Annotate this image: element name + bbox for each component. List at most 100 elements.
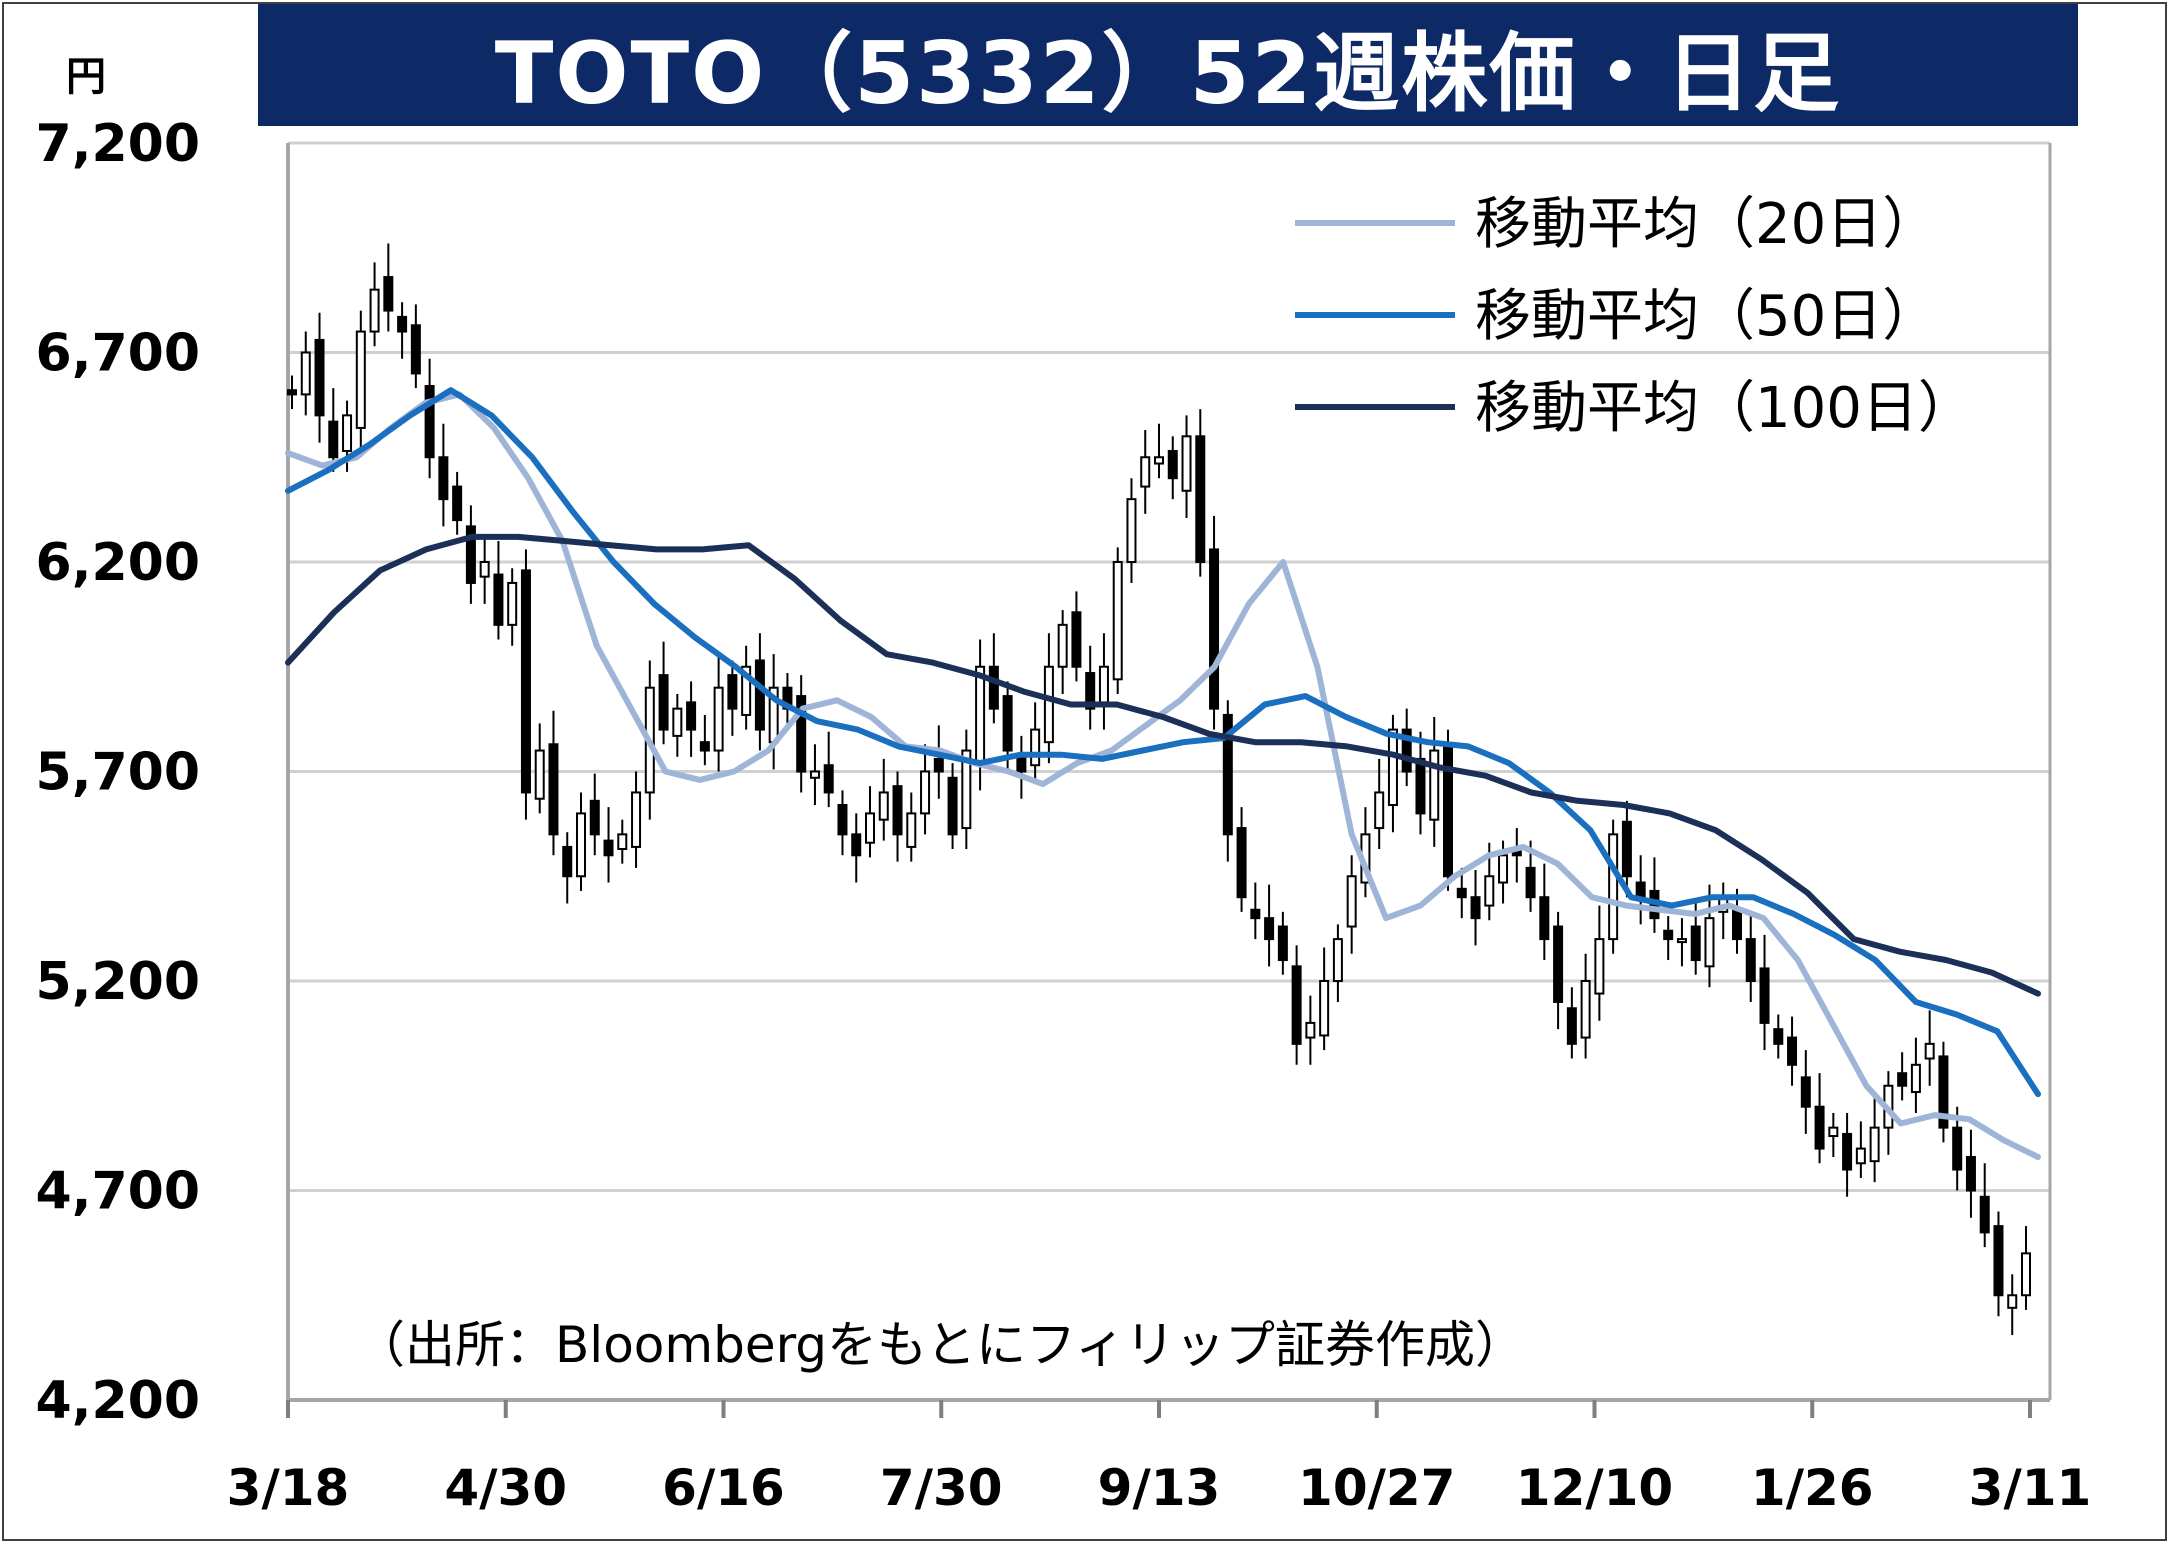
candle-body: [355, 330, 366, 429]
candle: [906, 792, 917, 862]
candle-body: [1566, 1007, 1577, 1045]
candle-body: [1071, 611, 1082, 668]
candle-body: [809, 770, 820, 779]
candle: [713, 654, 724, 772]
candle: [672, 693, 683, 757]
candle-body: [1814, 1105, 1825, 1150]
candle: [947, 763, 958, 850]
candle-body: [1305, 1021, 1316, 1039]
candle: [1979, 1163, 1990, 1248]
candle-body: [1236, 827, 1247, 899]
candle-body: [713, 686, 724, 752]
y-tick-label: 5,700: [36, 743, 200, 803]
candle: [1071, 591, 1082, 682]
candle-body: [1897, 1072, 1908, 1087]
candle: [1787, 1016, 1798, 1086]
x-tick-label: 9/13: [1098, 1459, 1221, 1517]
candle: [1112, 547, 1123, 694]
candle: [727, 660, 738, 736]
candle-body: [1291, 965, 1302, 1045]
candle: [1594, 905, 1605, 1021]
candle-body: [1553, 925, 1564, 1003]
candle-body: [2021, 1252, 2031, 1297]
candle: [1553, 911, 1564, 1030]
candle: [1993, 1211, 2004, 1317]
candle: [961, 729, 972, 850]
candle-body: [328, 420, 339, 459]
candle-body: [1663, 929, 1674, 941]
candlesticks: [287, 243, 2031, 1336]
candle-body: [1580, 980, 1591, 1039]
candle: [1415, 731, 1426, 835]
candle: [589, 773, 600, 856]
candle: [1443, 729, 1453, 891]
candle-body: [1332, 938, 1343, 982]
candle-body: [1222, 713, 1233, 836]
candle: [1126, 478, 1137, 583]
candle-body: [1525, 866, 1536, 899]
candle: [355, 310, 366, 456]
candle: [1456, 867, 1467, 919]
y-axis-unit: 円: [66, 54, 106, 100]
y-tick-label: 6,200: [36, 533, 200, 593]
candle-body: [424, 385, 435, 459]
legend-label-1: 移動平均（50日）: [1475, 284, 1938, 349]
candle-body: [1415, 757, 1426, 815]
x-tick-label: 1/26: [1751, 1459, 1874, 1517]
candle: [1745, 911, 1756, 1002]
candle-body: [1594, 938, 1605, 995]
candle-body: [1484, 875, 1495, 907]
candle-body: [1842, 1132, 1853, 1171]
candle-body: [1195, 435, 1206, 563]
candle-body: [369, 288, 380, 333]
candle: [520, 549, 531, 820]
y-tick-label: 7,200: [36, 114, 200, 174]
candle-body: [1277, 925, 1288, 962]
candle: [1140, 430, 1151, 514]
candle: [507, 568, 518, 646]
candle: [2021, 1226, 2031, 1310]
y-tick-label: 6,700: [36, 324, 200, 384]
candle-body: [1979, 1195, 1990, 1234]
candle-body: [1043, 665, 1054, 744]
candle: [1855, 1121, 1866, 1178]
candle: [1429, 717, 1440, 847]
candle: [1236, 807, 1247, 912]
candle: [328, 388, 339, 472]
candle: [465, 505, 476, 604]
candle: [1346, 855, 1357, 954]
candle: [314, 312, 325, 443]
ma-line-0: [285, 391, 2041, 1160]
candle-body: [1539, 896, 1550, 941]
candle: [397, 302, 408, 359]
candle: [1154, 423, 1164, 479]
candle-body: [1085, 672, 1096, 710]
candle: [1264, 884, 1275, 967]
candle: [1222, 700, 1233, 862]
candle-body: [1002, 695, 1013, 752]
candle-body: [1745, 938, 1756, 982]
candle: [865, 786, 875, 858]
candle-body: [1690, 925, 1701, 962]
candle-body: [865, 812, 875, 844]
candle: [933, 725, 944, 799]
candle-body: [1374, 791, 1385, 830]
candle-body: [1181, 435, 1192, 492]
candle-body: [1057, 623, 1068, 668]
candle-body: [397, 315, 408, 333]
candle-body: [1704, 917, 1715, 968]
candle: [1305, 995, 1316, 1065]
candle: [534, 723, 545, 814]
candle: [1842, 1112, 1853, 1197]
candle-body: [1030, 728, 1041, 767]
title-bar: TOTO（5332）52週株価・日足: [258, 4, 2078, 126]
x-tick-label: 4/30: [444, 1459, 567, 1517]
candle: [603, 807, 614, 883]
candle-body: [314, 338, 325, 417]
candle: [1773, 1014, 1784, 1059]
candle: [1897, 1052, 1908, 1101]
candle-body: [520, 569, 531, 794]
candle-body: [961, 749, 972, 830]
candle: [1800, 1050, 1811, 1134]
x-tick-label: 3/18: [227, 1459, 350, 1517]
